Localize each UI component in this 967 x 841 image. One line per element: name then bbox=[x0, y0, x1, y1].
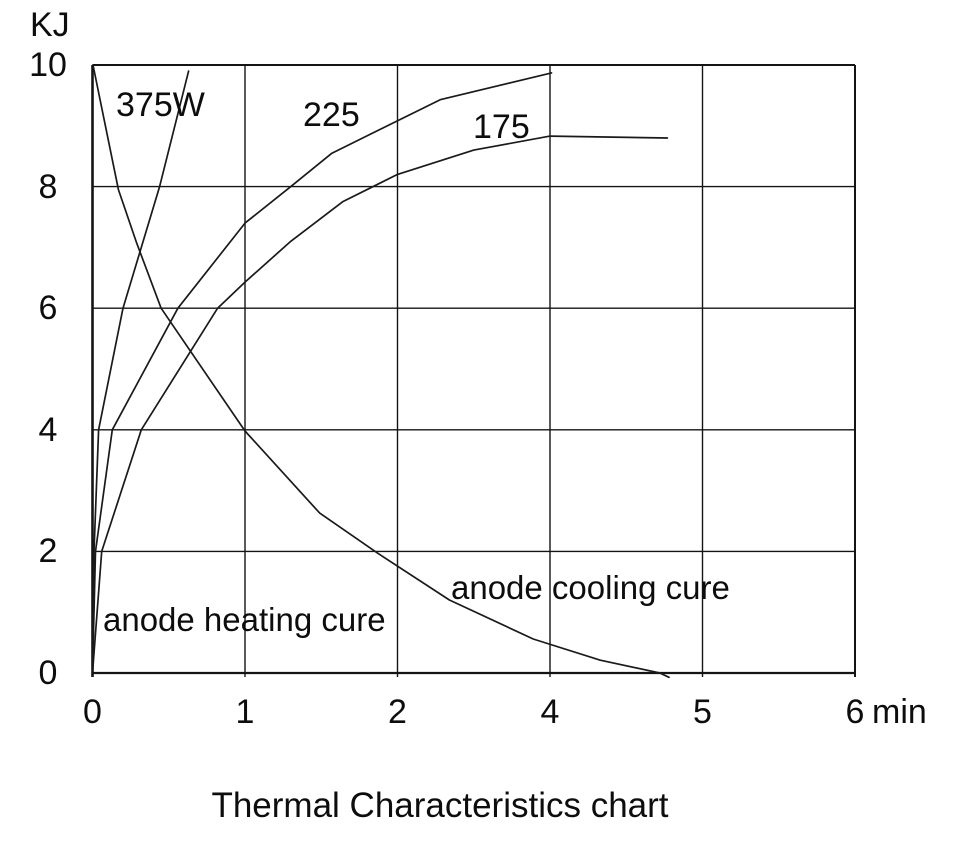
x-tick-label: 4 bbox=[540, 693, 560, 731]
x-tick-label: 5 bbox=[693, 693, 712, 731]
y-tick-label: 0 bbox=[38, 654, 58, 692]
curve-225 bbox=[91, 72, 553, 674]
curve-175 bbox=[91, 135, 669, 674]
y-axis-unit-label: KJ bbox=[30, 6, 70, 44]
y-tick-label: 6 bbox=[38, 289, 58, 328]
x-tick-label: 0 bbox=[83, 693, 102, 731]
curve-375w bbox=[91, 70, 190, 674]
y-tick-label: 2 bbox=[38, 532, 58, 571]
series-label-375w: 375W bbox=[116, 86, 205, 124]
annotation-cooling-curve: anode cooling cure bbox=[451, 569, 730, 606]
curve-anode-cooling-cure bbox=[92, 64, 670, 679]
y-tick-label: 10 bbox=[29, 46, 67, 84]
x-tick-label: 1 bbox=[235, 693, 255, 731]
y-tick-label: 4 bbox=[38, 410, 58, 449]
series-label-225: 225 bbox=[303, 96, 360, 134]
annotation-heating-curve: anode heating cure bbox=[103, 601, 386, 638]
x-tick-label: 6 bbox=[845, 693, 865, 731]
x-tick-label: 2 bbox=[388, 693, 407, 731]
y-tick-label: 8 bbox=[38, 167, 58, 206]
chart-title: Thermal Characteristics chart bbox=[211, 786, 669, 825]
series-label-175: 175 bbox=[473, 108, 530, 146]
x-axis-unit-label: min bbox=[872, 693, 927, 731]
